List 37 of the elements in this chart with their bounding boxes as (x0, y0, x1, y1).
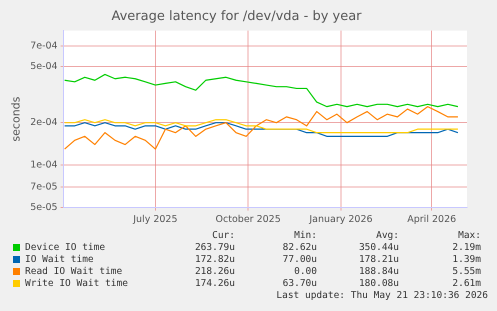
text: Avg: (375, 230, 399, 242)
y-tick-label: 7e-04 (30, 40, 58, 52)
y-tick-label: 1e-04 (30, 160, 58, 171)
legend-label: Read IO Wait time (25, 266, 124, 278)
y-tick-label: 2e-04 (30, 117, 58, 128)
text: 172.82u (194, 254, 235, 266)
text: Min: (293, 230, 317, 242)
text: 350.44u (358, 242, 399, 254)
text: 2.19m (451, 242, 481, 254)
text: 263.79u (194, 242, 235, 254)
text: 77.00u (282, 254, 317, 266)
text: 82.62u (282, 242, 317, 254)
legend-label: IO Wait time (25, 254, 95, 266)
chart-title: Average latency for /dev/vda - by year (111, 9, 362, 24)
text: 218.26u (194, 266, 235, 278)
x-tick-label: January 2026 (308, 214, 373, 225)
x-tick-label: October 2025 (216, 214, 281, 225)
text: 174.26u (194, 278, 235, 290)
text: 63.70u (282, 278, 317, 290)
text: Last update: Thu May 21 23:10:36 2026 (275, 290, 488, 302)
x-tick-label: July 2025 (132, 214, 178, 225)
legend-label: Write IO Wait time (25, 278, 129, 290)
text: 188.84u (358, 266, 399, 278)
y-tick-label: 5e-05 (30, 202, 58, 214)
text: Cur: (211, 230, 235, 242)
text: 1.39m (451, 254, 481, 266)
x-tick-label: April 2026 (407, 214, 456, 225)
text: Max: (457, 230, 481, 242)
text: 2.61m (451, 278, 481, 290)
y-tick-label: 5e-04 (30, 61, 58, 72)
y-tick-label: 7e-05 (30, 181, 58, 192)
text: 178.21u (358, 254, 399, 266)
text: 5.55m (451, 266, 481, 278)
y-axis-title: seconds (9, 96, 22, 142)
text: 0.00 (293, 266, 317, 278)
text: 180.08u (358, 278, 399, 290)
legend-label: Device IO time (25, 242, 106, 254)
